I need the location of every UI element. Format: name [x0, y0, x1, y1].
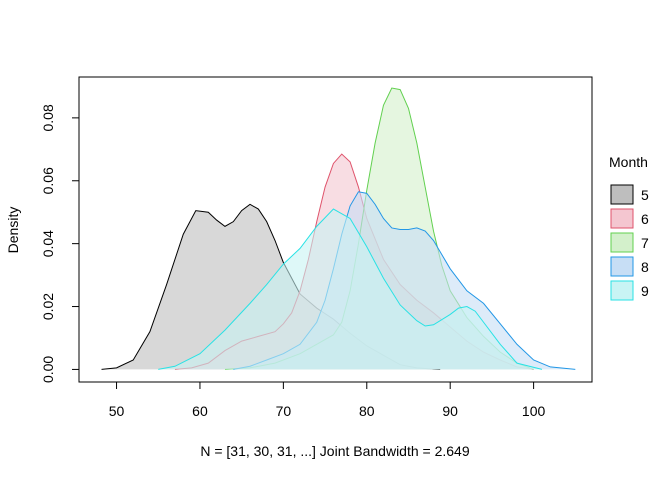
legend-title: Month	[609, 154, 648, 170]
x-tick-label: 70	[276, 403, 292, 419]
y-tick-label: 0.08	[40, 104, 56, 131]
legend-label-9: 9	[641, 283, 649, 299]
legend-swatch-5	[610, 184, 634, 205]
legend-label-5: 5	[641, 187, 649, 203]
density-area-9	[158, 209, 542, 370]
legend-label-7: 7	[641, 235, 649, 251]
y-axis: 0.00 0.02 0.04 0.06 0.08	[40, 104, 80, 383]
legend: Month 5 6 7 8 9	[609, 154, 649, 301]
x-tick-label: 90	[442, 403, 458, 419]
y-tick-label: 0.04	[40, 230, 56, 257]
x-axis-label: N = [31, 30, 31, ...] Joint Bandwidth = …	[200, 443, 470, 459]
y-tick-label: 0.06	[40, 167, 56, 194]
x-tick-label: 100	[522, 403, 546, 419]
x-tick-label: 80	[359, 403, 375, 419]
y-tick-label: 0.02	[40, 293, 56, 320]
y-tick-label: 0.00	[40, 356, 56, 383]
density-line-9	[158, 208, 543, 370]
y-axis-label: Density	[5, 207, 21, 254]
legend-swatch-9	[610, 280, 634, 301]
density-areas	[101, 87, 576, 370]
legend-label-8: 8	[641, 259, 649, 275]
legend-label-6: 6	[641, 211, 649, 227]
x-axis: 50 60 70 80 90 100	[109, 381, 546, 419]
legend-swatch-8	[610, 256, 634, 277]
x-tick-label: 60	[192, 403, 208, 419]
x-tick-label: 50	[109, 403, 125, 419]
legend-swatch-7	[610, 232, 634, 253]
legend-swatch-6	[610, 208, 634, 229]
